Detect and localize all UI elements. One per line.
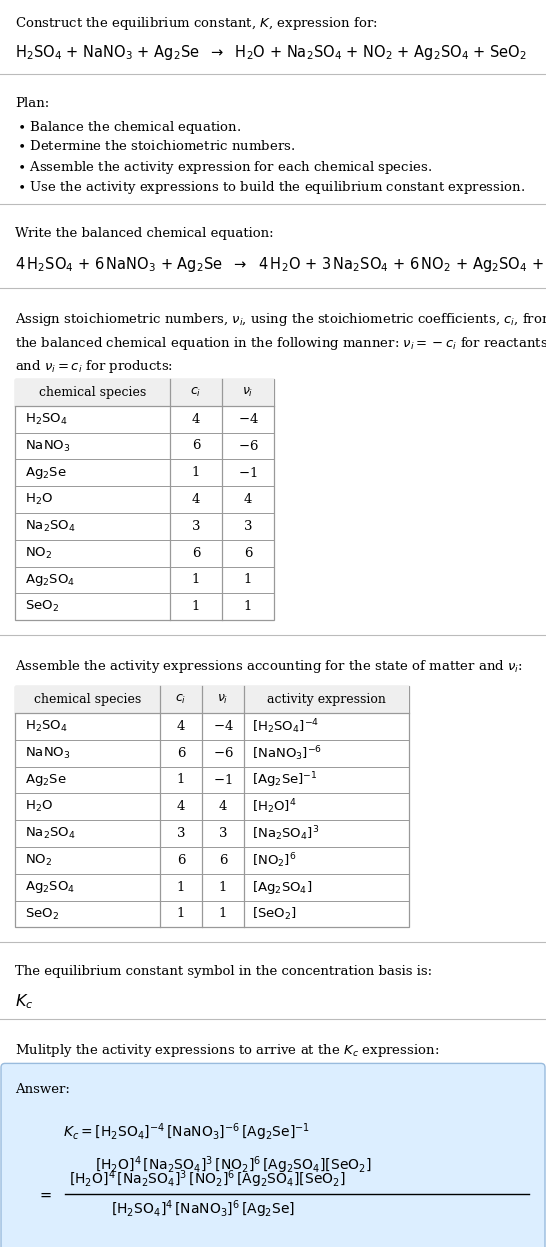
Text: 4: 4: [219, 801, 227, 813]
Text: $\mathregular{Ag_2SO_4}$: $\mathregular{Ag_2SO_4}$: [25, 572, 75, 589]
Text: $\mathregular{NaNO_3}$: $\mathregular{NaNO_3}$: [25, 439, 70, 454]
Text: 6: 6: [244, 546, 252, 560]
Text: $-$1: $-$1: [238, 466, 258, 480]
Text: $-$6: $-$6: [238, 439, 258, 453]
Text: 1: 1: [219, 880, 227, 894]
Text: $\nu_i$: $\nu_i$: [242, 385, 254, 399]
Text: $\mathregular{[Na_2SO_4]^3}$: $\mathregular{[Na_2SO_4]^3}$: [252, 824, 319, 843]
Text: $\mathregular{[Ag_2Se]^{-1}}$: $\mathregular{[Ag_2Se]^{-1}}$: [252, 771, 318, 789]
Text: 1: 1: [192, 466, 200, 479]
Text: 3: 3: [244, 520, 252, 532]
Text: $\mathregular{H_2O}$: $\mathregular{H_2O}$: [25, 493, 53, 508]
Text: $\mathregular{H_2SO_4}$: $\mathregular{H_2SO_4}$: [25, 412, 68, 426]
Text: 1: 1: [244, 574, 252, 586]
Text: 1: 1: [177, 908, 185, 920]
Text: $\mathregular{[H_2O]^4}\,\mathregular{[Na_2SO_4]^3}\,\mathregular{[NO_2]^6}\,\ma: $\mathregular{[H_2O]^4}\,\mathregular{[N…: [95, 1155, 371, 1176]
Text: 1: 1: [192, 574, 200, 586]
Text: 3: 3: [192, 520, 200, 532]
Bar: [15, 379, 274, 405]
Text: $\mathregular{Ag_2SO_4}$: $\mathregular{Ag_2SO_4}$: [25, 879, 75, 895]
Text: Assemble the activity expressions accounting for the state of matter and $\nu_i$: Assemble the activity expressions accoun…: [15, 658, 523, 675]
Text: $\mathregular{Ag_2Se}$: $\mathregular{Ag_2Se}$: [25, 465, 67, 481]
Text: 1: 1: [192, 600, 200, 614]
Bar: [15, 686, 409, 713]
Bar: [15, 686, 409, 928]
Text: $K_c$: $K_c$: [15, 993, 33, 1011]
Text: $\mathregular{[Ag_2SO_4]}$: $\mathregular{[Ag_2SO_4]}$: [252, 879, 312, 895]
Text: $\mathregular{NaNO_3}$: $\mathregular{NaNO_3}$: [25, 746, 70, 761]
Text: $K_c = \mathregular{[H_2SO_4]^{-4}}\,\mathregular{[NaNO_3]^{-6}}\,\mathregular{[: $K_c = \mathregular{[H_2SO_4]^{-4}}\,\ma…: [63, 1121, 310, 1143]
Text: 1: 1: [177, 773, 185, 787]
Text: 6: 6: [192, 546, 200, 560]
Text: 6: 6: [192, 439, 200, 453]
Text: $\bullet$ Balance the chemical equation.: $\bullet$ Balance the chemical equation.: [17, 118, 241, 136]
Text: activity expression: activity expression: [267, 693, 386, 706]
Text: $\mathregular{NO_2}$: $\mathregular{NO_2}$: [25, 853, 52, 868]
Text: $\mathregular{H_2O}$: $\mathregular{H_2O}$: [25, 799, 53, 814]
Text: 1: 1: [177, 880, 185, 894]
Text: $\mathregular{[H_2O]^4}\,\mathregular{[Na_2SO_4]^3}\,\mathregular{[NO_2]^6}\,\ma: $\mathregular{[H_2O]^4}\,\mathregular{[N…: [69, 1168, 346, 1191]
Text: 1: 1: [244, 600, 252, 614]
Text: $\bullet$ Use the activity expressions to build the equilibrium constant express: $\bullet$ Use the activity expressions t…: [17, 180, 525, 196]
Text: $\mathregular{[SeO_2]}$: $\mathregular{[SeO_2]}$: [252, 907, 296, 922]
Text: $-$6: $-$6: [212, 746, 233, 761]
Text: 4: 4: [192, 493, 200, 506]
Text: $\mathregular{H_2SO_4}$ + $\mathregular{NaNO_3}$ + $\mathregular{Ag_2Se}$  $\rig: $\mathregular{H_2SO_4}$ + $\mathregular{…: [15, 42, 527, 62]
Text: 6: 6: [177, 747, 185, 759]
Text: Construct the equilibrium constant, $K$, expression for:: Construct the equilibrium constant, $K$,…: [15, 15, 378, 32]
Text: $\mathregular{SeO_2}$: $\mathregular{SeO_2}$: [25, 907, 59, 922]
Text: $4\,\mathregular{H_2SO_4}$ + $6\,\mathregular{NaNO_3}$ + $\mathregular{Ag_2Se}$ : $4\,\mathregular{H_2SO_4}$ + $6\,\mathre…: [15, 254, 546, 274]
Text: $\nu_i$: $\nu_i$: [217, 693, 229, 706]
Text: $=$: $=$: [37, 1187, 52, 1202]
Text: chemical species: chemical species: [34, 693, 141, 706]
Text: Answer:: Answer:: [15, 1084, 70, 1096]
Text: $-$1: $-$1: [213, 773, 233, 787]
Text: $\mathregular{Ag_2Se}$: $\mathregular{Ag_2Se}$: [25, 772, 67, 788]
Text: $c_i$: $c_i$: [175, 693, 187, 706]
Text: $\mathregular{SeO_2}$: $\mathregular{SeO_2}$: [25, 600, 59, 615]
Text: 3: 3: [177, 827, 185, 840]
Text: $\mathregular{[H_2SO_4]^{-4}}$: $\mathregular{[H_2SO_4]^{-4}}$: [252, 717, 319, 736]
Text: 1: 1: [219, 908, 227, 920]
Text: The equilibrium constant symbol in the concentration basis is:: The equilibrium constant symbol in the c…: [15, 965, 432, 979]
Text: $\bullet$ Determine the stoichiometric numbers.: $\bullet$ Determine the stoichiometric n…: [17, 138, 295, 153]
Text: $\mathregular{H_2SO_4}$: $\mathregular{H_2SO_4}$: [25, 718, 68, 734]
Text: Write the balanced chemical equation:: Write the balanced chemical equation:: [15, 227, 274, 239]
Text: $c_i$: $c_i$: [191, 385, 201, 399]
Text: 3: 3: [219, 827, 227, 840]
Text: $-$4: $-$4: [238, 413, 258, 426]
Text: $\mathregular{[H_2SO_4]^4}\,\mathregular{[NaNO_3]^6}\,\mathregular{[Ag_2Se]}$: $\mathregular{[H_2SO_4]^4}\,\mathregular…: [111, 1198, 295, 1220]
Text: chemical species: chemical species: [39, 385, 146, 399]
Text: $-$4: $-$4: [212, 720, 233, 733]
Text: $\mathregular{[H_2O]^4}$: $\mathregular{[H_2O]^4}$: [252, 797, 296, 816]
Bar: [15, 379, 274, 620]
FancyBboxPatch shape: [1, 1064, 545, 1247]
Text: 4: 4: [177, 801, 185, 813]
Text: Plan:: Plan:: [15, 97, 49, 110]
Text: 6: 6: [219, 854, 227, 867]
Text: $\mathregular{Na_2SO_4}$: $\mathregular{Na_2SO_4}$: [25, 826, 76, 842]
Text: 4: 4: [244, 493, 252, 506]
Text: $\mathregular{[NO_2]^6}$: $\mathregular{[NO_2]^6}$: [252, 850, 296, 869]
Text: Assign stoichiometric numbers, $\nu_i$, using the stoichiometric coefficients, $: Assign stoichiometric numbers, $\nu_i$, …: [15, 311, 546, 375]
Text: 4: 4: [177, 720, 185, 733]
Text: 6: 6: [177, 854, 185, 867]
Text: $\mathregular{NO_2}$: $\mathregular{NO_2}$: [25, 546, 52, 561]
Text: $\mathregular{Na_2SO_4}$: $\mathregular{Na_2SO_4}$: [25, 519, 76, 534]
Text: $\bullet$ Assemble the activity expression for each chemical species.: $\bullet$ Assemble the activity expressi…: [17, 160, 432, 176]
Text: 4: 4: [192, 413, 200, 425]
Text: Mulitply the activity expressions to arrive at the $K_c$ expression:: Mulitply the activity expressions to arr…: [15, 1042, 439, 1060]
Text: $\mathregular{[NaNO_3]^{-6}}$: $\mathregular{[NaNO_3]^{-6}}$: [252, 744, 322, 763]
